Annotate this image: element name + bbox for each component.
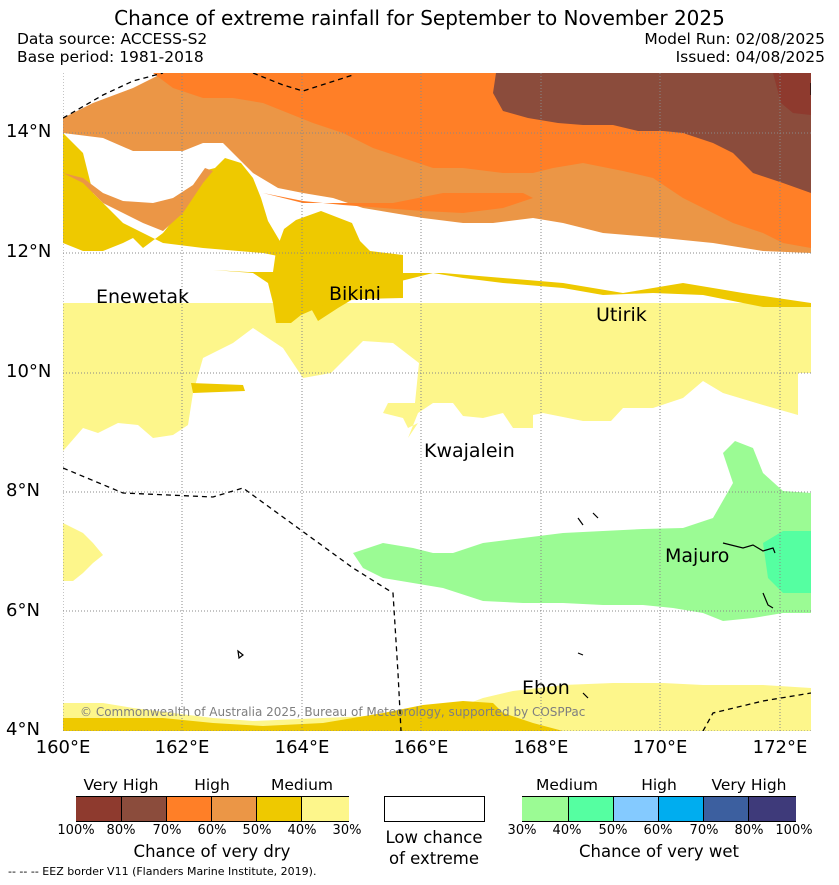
place-label-utirik: Utirik	[596, 304, 647, 326]
lon-label-164e: 164°E	[274, 737, 330, 758]
dry-tick-100: 100%	[57, 823, 95, 838]
place-label-majuro: Majuro	[665, 545, 730, 567]
wet-swatch-80-100	[748, 797, 796, 821]
data-source-text: Data source: ACCESS-S2	[17, 30, 208, 48]
dry-tick-40: 40%	[287, 823, 317, 838]
wet-swatch-50-60	[613, 797, 659, 821]
dry-very-high-region	[493, 73, 811, 193]
dry-swatch-70-60	[166, 797, 212, 821]
wet-swatch-60-70	[658, 797, 704, 821]
place-label-enewetak: Enewetak	[96, 286, 190, 308]
dry-swatch-50-40	[256, 797, 302, 821]
dry-swatch-60-50	[211, 797, 257, 821]
place-label-ebon: Ebon	[522, 677, 570, 699]
wet-tick-40: 40%	[552, 823, 582, 838]
place-label-bikini: Bikini	[329, 283, 381, 305]
dry-tick-50: 50%	[242, 823, 272, 838]
wet-medium-light-region	[353, 441, 811, 621]
wet-swatch-40-50	[568, 797, 614, 821]
dry-high-band	[263, 193, 533, 213]
low-chance-swatch	[384, 796, 485, 822]
lon-label-162e: 162°E	[154, 737, 210, 758]
dry-medium-small-patch	[191, 383, 245, 393]
wet-category-high: High	[641, 776, 677, 794]
wet-medium-region	[763, 531, 811, 593]
wet-legend-title: Chance of very wet	[579, 842, 739, 861]
lat-label-10n: 10°N	[6, 361, 52, 382]
dry-category-very-high: Very High	[83, 776, 159, 794]
low-chance-label: Low chance of extreme	[385, 827, 482, 869]
dry-medium-light-region	[63, 303, 811, 451]
dry-legend-title: Chance of very dry	[133, 842, 291, 861]
dry-tick-70: 70%	[152, 823, 182, 838]
lat-label-12n: 12°N	[6, 241, 52, 262]
dry-tick-60: 60%	[197, 823, 227, 838]
wet-tick-30: 30%	[507, 823, 537, 838]
wet-category-very-high: Very High	[711, 776, 787, 794]
wet-tick-80: 80%	[734, 823, 764, 838]
wet-swatch-70-80	[703, 797, 749, 821]
dry-tick-80: 80%	[106, 823, 136, 838]
lat-label-14n: 14°N	[6, 121, 52, 142]
lon-label-170e: 170°E	[632, 737, 688, 758]
lat-label-6n: 6°N	[6, 600, 40, 621]
copyright-text: © Commonwealth of Australia 2025, Bureau…	[80, 705, 586, 719]
lon-label-172e: 172°E	[752, 737, 808, 758]
rainfall-map	[63, 73, 811, 731]
dry-medium-region	[63, 133, 811, 321]
issued-text: Issued: 04/08/2025	[675, 48, 825, 66]
base-period-text: Base period: 1981-2018	[17, 48, 204, 66]
lon-label-160e: 160°E	[35, 737, 91, 758]
low-chance-line2: of extreme	[388, 849, 480, 868]
lon-label-168e: 168°E	[513, 737, 569, 758]
dry-very-high-top-region	[773, 73, 811, 115]
dry-medium-light-south	[63, 683, 811, 731]
wet-category-medium: Medium	[536, 776, 598, 794]
dry-medium-south	[63, 701, 563, 731]
wet-tick-70: 70%	[689, 823, 719, 838]
dry-swatch-80-70	[121, 797, 167, 821]
eez-footnote: -- -- -- EEZ border V11 (Flanders Marine…	[8, 865, 317, 878]
wet-swatch-30-40	[522, 797, 568, 821]
page-title: Chance of extreme rainfall for September…	[114, 6, 725, 30]
model-run-text: Model Run: 02/08/2025	[644, 30, 825, 48]
dry-category-high: High	[194, 776, 230, 794]
place-label-kwajalein: Kwajalein	[424, 440, 515, 462]
lon-label-166e: 166°E	[393, 737, 449, 758]
dry-medium-patch	[213, 211, 403, 323]
low-chance-line1: Low chance	[385, 828, 483, 847]
lat-label-8n: 8°N	[6, 480, 40, 501]
wet-colorbar	[522, 796, 796, 822]
lat-label-4n: 4°N	[6, 719, 40, 740]
dry-category-medium: Medium	[271, 776, 333, 794]
header-left: Data source: ACCESS-S2 Base period: 1981…	[17, 30, 207, 66]
dry-tick-30: 30%	[332, 823, 362, 838]
wet-tick-50: 50%	[598, 823, 628, 838]
dry-swatch-40-30	[301, 797, 349, 821]
islands	[237, 83, 811, 699]
eez-border	[63, 73, 811, 731]
dry-high-light-patch	[63, 168, 213, 231]
dry-medium-light-west	[63, 523, 103, 581]
wet-tick-60: 60%	[643, 823, 673, 838]
dry-colorbar	[76, 796, 349, 822]
header-right: Model Run: 02/08/2025 Issued: 04/08/2025	[644, 30, 825, 66]
wet-tick-100: 100%	[775, 823, 813, 838]
dry-swatch-100-80	[76, 797, 121, 821]
